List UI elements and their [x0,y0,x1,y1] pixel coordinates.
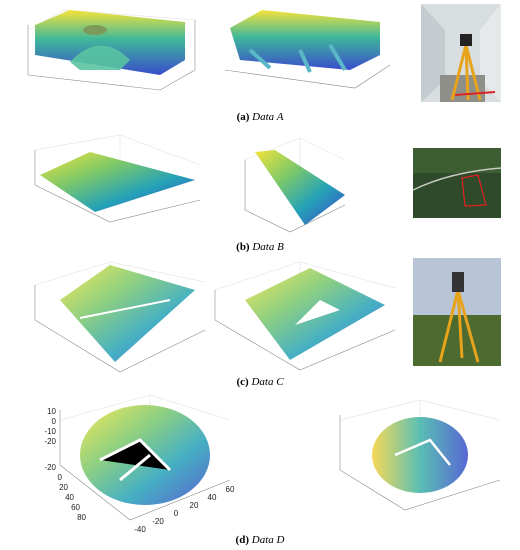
caption-name: Data C [250,376,284,388]
caption-label: (d) [236,534,250,546]
y-tick-label: 20 [59,483,68,492]
photo-a [421,4,501,102]
caption-label: (c) [236,376,249,388]
photo-c [413,258,501,366]
x-tick-label: -40 [134,525,146,534]
caption-label: (b) [236,241,250,253]
plot-b1 [34,134,201,223]
x-tick-label: 60 [226,485,235,494]
x-tick-label: 0 [174,509,179,518]
caption: (c) Data C [236,376,284,388]
caption-label: (a) [237,111,250,123]
y-tick-label: 40 [65,493,74,502]
caption: (a) Data A [237,111,284,123]
z-tick-label: -10 [44,427,56,436]
caption-name: Data A [251,111,284,123]
z-tick-label: 0 [52,417,57,426]
z-tick-label: 10 [47,407,56,416]
plot-c2 [214,261,396,371]
plot-a1 [27,9,196,91]
caption: (b) Data B [236,241,284,253]
caption: (d) Data D [236,534,285,546]
y-tick-label: 60 [71,503,80,512]
y-tick-label: 80 [77,513,86,522]
x-tick-label: -20 [152,517,164,526]
plot-d2 [339,399,501,511]
y-tick-label: -20 [44,463,56,472]
plot-b2 [244,137,346,233]
plot-c1 [34,261,206,373]
x-tick-label: 20 [190,501,199,510]
photo-b [412,148,502,218]
y-tick-label: 0 [58,473,63,482]
z-tick-label: -20 [44,437,56,446]
x-tick-label: 40 [208,493,217,502]
plot-a2 [224,10,391,89]
caption-name: Data B [251,241,284,253]
caption-name: Data D [251,534,285,546]
